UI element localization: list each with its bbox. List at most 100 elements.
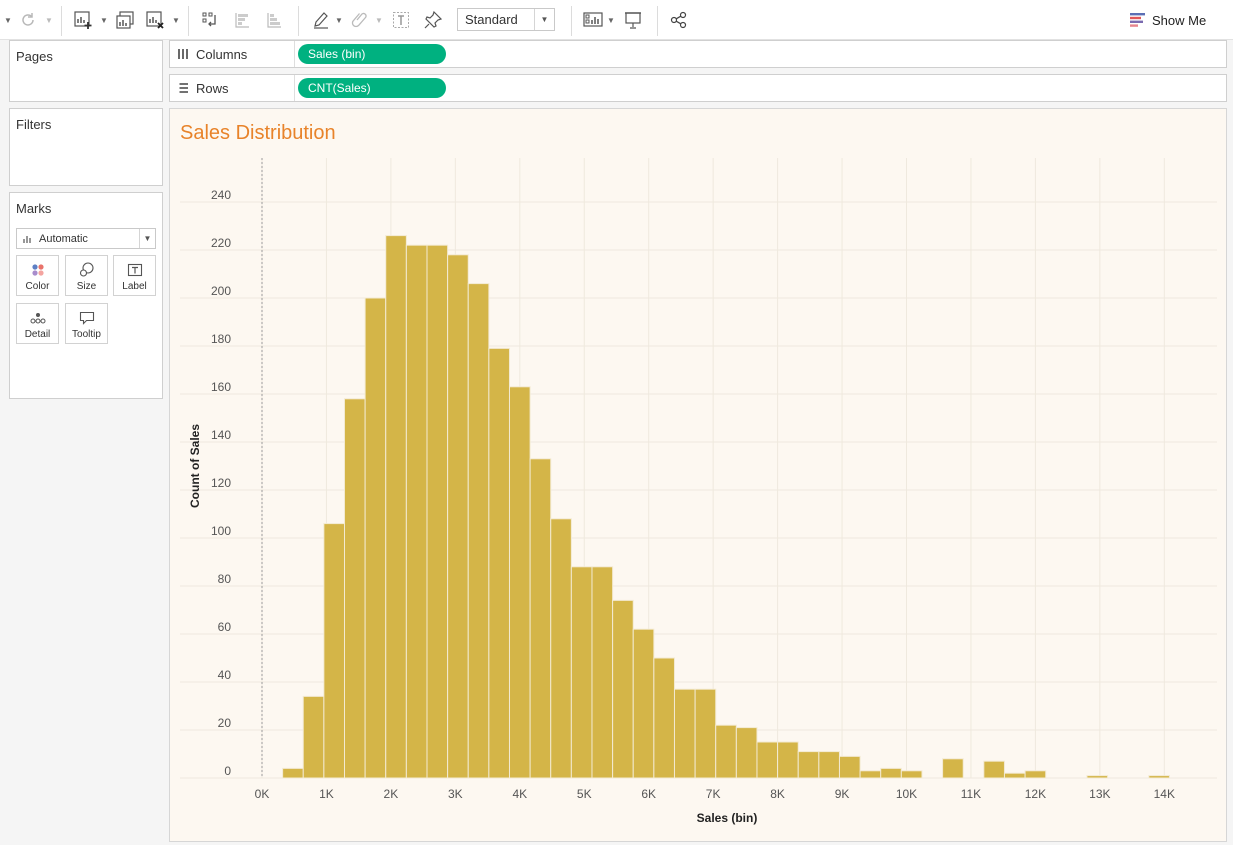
histogram-bar[interactable] <box>735 727 758 779</box>
histogram-bar[interactable] <box>529 458 552 779</box>
y-tick-label: 20 <box>218 716 232 730</box>
new-worksheet-dropdown-caret[interactable]: ▼ <box>100 15 108 25</box>
toolbar-divider <box>188 6 189 36</box>
histogram-bar[interactable] <box>859 770 882 779</box>
histogram-bar[interactable] <box>426 244 449 779</box>
histogram-bar[interactable] <box>447 254 469 779</box>
cnt-sales-pill[interactable]: CNT(Sales) <box>298 78 446 98</box>
histogram-bar[interactable] <box>323 523 345 779</box>
size-card-label: Size <box>76 281 97 292</box>
toolbar-divider <box>298 6 299 36</box>
refresh-icon[interactable] <box>16 8 40 32</box>
chart-title: Sales Distribution <box>180 122 336 144</box>
swap-rows-columns-icon[interactable] <box>198 8 222 32</box>
histogram-bar[interactable] <box>797 751 820 779</box>
histogram-bar[interactable] <box>756 741 779 779</box>
sort-ascending-icon[interactable] <box>230 8 254 32</box>
x-tick-label: 2K <box>384 787 399 801</box>
detail-card-button[interactable]: Detail <box>16 303 59 344</box>
histogram-bar[interactable] <box>1148 775 1170 779</box>
columns-icon <box>178 49 188 59</box>
label-card-button[interactable]: Label <box>113 255 156 296</box>
new-worksheet-icon[interactable] <box>70 8 96 32</box>
histogram-bar[interactable] <box>385 235 407 779</box>
histogram-bar[interactable] <box>343 398 366 779</box>
histogram-bar[interactable] <box>570 566 593 779</box>
undo-dropdown-caret[interactable]: ▼ <box>4 15 12 25</box>
rows-shelf[interactable]: Rows CNT(Sales) <box>169 74 1227 102</box>
y-tick-label: 100 <box>211 524 231 538</box>
toolbar: ▼ ▼ ▼ ▼ ▼ ▼ Standard ▼ ▼ <box>0 0 1233 40</box>
group-dropdown-caret[interactable]: ▼ <box>375 15 383 25</box>
histogram-bar[interactable] <box>673 688 696 779</box>
filters-shelf[interactable]: Filters <box>9 108 163 186</box>
histogram-bar[interactable] <box>591 566 614 779</box>
histogram-bar[interactable] <box>1003 772 1026 779</box>
show-me-button[interactable]: Show Me <box>1130 8 1206 32</box>
fix-axes-pin-icon[interactable] <box>421 8 445 32</box>
duplicate-sheet-icon[interactable] <box>113 8 137 32</box>
histogram-bar[interactable] <box>612 599 634 779</box>
x-tick-label: 10K <box>896 787 917 801</box>
share-icon[interactable] <box>667 8 691 32</box>
presentation-mode-icon[interactable] <box>621 8 645 32</box>
histogram-bar[interactable] <box>364 297 387 779</box>
histogram-bar[interactable] <box>550 518 572 779</box>
mark-type-dropdown[interactable]: Automatic ▼ <box>16 228 156 249</box>
histogram-bar[interactable] <box>302 695 325 779</box>
fit-dropdown-value: Standard <box>465 12 518 27</box>
label-card-label: Label <box>122 281 147 292</box>
y-axis-title: Count of Sales <box>188 424 202 508</box>
histogram-bar[interactable] <box>777 741 799 779</box>
highlight-dropdown-caret[interactable]: ▼ <box>335 15 343 25</box>
rows-icon <box>178 83 188 93</box>
histogram-bar[interactable] <box>282 767 304 779</box>
histogram-bar[interactable] <box>1086 775 1109 779</box>
size-icon <box>66 262 107 278</box>
x-tick-label: 4K <box>512 787 527 801</box>
histogram-bar[interactable] <box>632 628 655 779</box>
histogram-bar[interactable] <box>880 767 902 779</box>
color-card-button[interactable]: Color <box>16 255 59 296</box>
toolbar-divider <box>571 6 572 36</box>
histogram-bar[interactable] <box>488 347 510 779</box>
highlight-pen-icon[interactable] <box>309 8 333 32</box>
show-labels-icon[interactable] <box>389 8 413 32</box>
columns-shelf-header: Columns <box>170 41 295 67</box>
fit-dropdown[interactable]: Standard ▼ <box>457 8 555 31</box>
y-tick-label: 80 <box>218 572 232 586</box>
histogram-bar[interactable] <box>508 386 531 779</box>
x-tick-label: 1K <box>319 787 334 801</box>
text-label-icon <box>114 262 155 278</box>
columns-shelf[interactable]: Columns Sales (bin) <box>169 40 1227 68</box>
histogram-bar[interactable] <box>838 755 861 779</box>
x-tick-label: 5K <box>577 787 592 801</box>
histogram-bar[interactable] <box>467 283 490 779</box>
histogram-bar[interactable] <box>1024 770 1047 779</box>
histogram-bar[interactable] <box>653 657 675 779</box>
histogram-bar[interactable] <box>405 244 428 779</box>
histogram-bar[interactable] <box>818 751 840 779</box>
clear-dropdown-caret[interactable]: ▼ <box>172 15 180 25</box>
tooltip-card-button[interactable]: Tooltip <box>65 303 108 344</box>
tooltip-icon <box>66 310 107 326</box>
size-card-button[interactable]: Size <box>65 255 108 296</box>
sales-bin-pill[interactable]: Sales (bin) <box>298 44 446 64</box>
show-cards-dropdown-caret[interactable]: ▼ <box>607 15 615 25</box>
histogram-bar[interactable] <box>715 724 737 779</box>
show-cards-icon[interactable] <box>580 8 606 32</box>
histogram-bar[interactable] <box>900 770 923 779</box>
clear-sheet-icon[interactable] <box>143 8 167 32</box>
sort-descending-icon[interactable] <box>262 8 286 32</box>
histogram-bar[interactable] <box>694 688 717 779</box>
refresh-dropdown-caret[interactable]: ▼ <box>45 15 53 25</box>
x-tick-label: 12K <box>1025 787 1046 801</box>
group-paperclip-icon[interactable] <box>348 8 372 32</box>
histogram-bar[interactable] <box>983 760 1005 779</box>
bar-chart-icon <box>23 236 31 243</box>
show-me-icon <box>1130 13 1145 27</box>
histogram-bar[interactable] <box>942 758 964 779</box>
pages-shelf[interactable]: Pages <box>9 40 163 102</box>
histogram-bars <box>282 235 1170 779</box>
